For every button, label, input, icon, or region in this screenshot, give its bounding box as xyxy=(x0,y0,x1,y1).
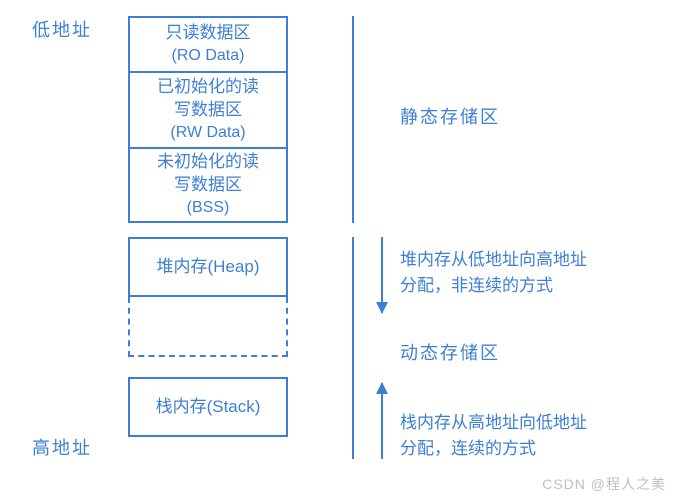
stack-note: 栈内存从高地址向低地址 分配，连续的方式 xyxy=(400,410,587,461)
rw-line1: 已初始化的读 xyxy=(157,76,259,99)
stack-text: 栈内存(Stack) xyxy=(156,396,261,419)
rw-data-cell: 已初始化的读 写数据区 (RW Data) xyxy=(128,71,288,147)
bss-cell: 未初始化的读 写数据区 (BSS) xyxy=(128,147,288,223)
stack-arrow xyxy=(381,383,383,459)
stack-cell: 栈内存(Stack) xyxy=(128,377,288,437)
bss-line2: 写数据区 xyxy=(174,174,242,197)
bss-line3: (BSS) xyxy=(187,197,230,219)
stack-note-l2: 分配，连续的方式 xyxy=(400,439,536,458)
ro-data-cell: 只读数据区 (RO Data) xyxy=(128,16,288,71)
heap-note-l1: 堆内存从低地址向高地址 xyxy=(400,250,587,269)
memory-layout-diagram: 低地址 高地址 只读数据区 (RO Data) 已初始化的读 写数据区 (RW … xyxy=(0,0,680,502)
heap-text: 堆内存(Heap) xyxy=(157,256,260,279)
dynamic-region-line xyxy=(352,237,354,459)
rw-line3: (RW Data) xyxy=(170,122,245,144)
bss-line1: 未初始化的读 xyxy=(157,151,259,174)
heap-note: 堆内存从低地址向高地址 分配，非连续的方式 xyxy=(400,247,587,298)
ro-line2: (RO Data) xyxy=(172,45,245,67)
heap-cell: 堆内存(Heap) xyxy=(128,237,288,297)
stack-note-l1: 栈内存从高地址向低地址 xyxy=(400,413,587,432)
memory-column: 只读数据区 (RO Data) 已初始化的读 写数据区 (RW Data) 未初… xyxy=(128,16,288,437)
low-address-label: 低地址 xyxy=(32,16,92,42)
rw-line2: 写数据区 xyxy=(174,99,242,122)
high-address-label: 高地址 xyxy=(32,434,92,460)
static-region-line xyxy=(352,16,354,223)
ro-line1: 只读数据区 xyxy=(166,22,251,45)
heap-arrow xyxy=(381,237,383,313)
heap-note-l2: 分配，非连续的方式 xyxy=(400,276,553,295)
static-storage-label: 静态存储区 xyxy=(400,104,500,131)
gap-cell xyxy=(128,297,288,357)
dynamic-storage-label: 动态存储区 xyxy=(400,340,500,367)
watermark: CSDN @程人之美 xyxy=(542,474,666,494)
